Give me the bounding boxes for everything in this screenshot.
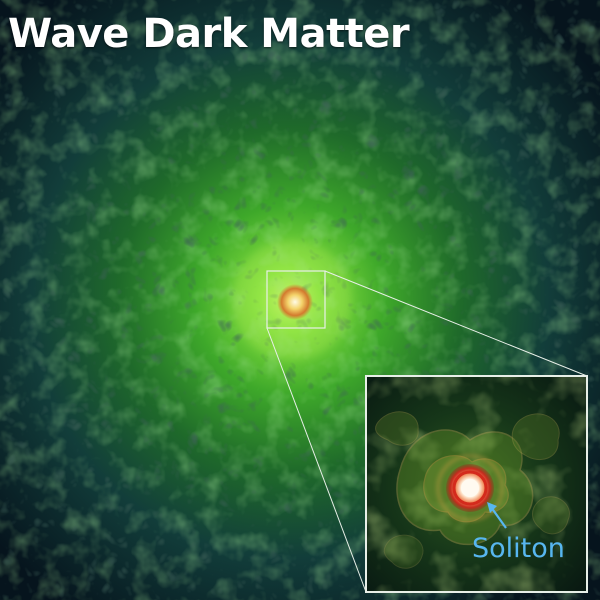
zoom-connector-bottom [266,327,367,593]
zoom-connector-top [324,270,588,377]
soliton-inset [365,375,588,593]
soliton-arrow [490,506,507,529]
zoom-region-box [266,270,326,329]
halo-center-core [277,284,313,320]
image-title: Wave Dark Matter [8,11,410,57]
soliton-label: Soliton [472,533,565,564]
inset-frame [365,375,588,593]
